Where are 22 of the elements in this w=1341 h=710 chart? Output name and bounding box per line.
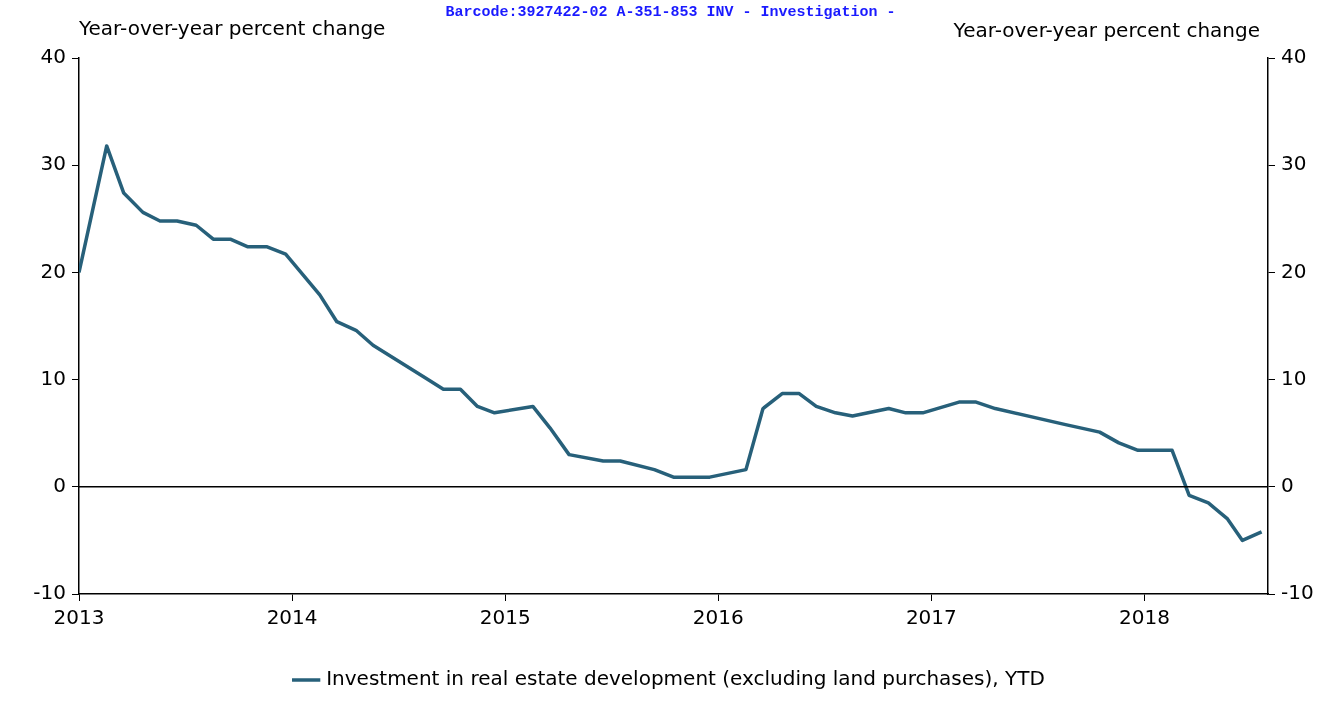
y-tick-label: 0 [53,473,66,497]
legend-label: Investment in real estate development (excluding land purchases), YTD [326,666,1045,691]
y2-tick-label: -10 [1281,580,1314,605]
y-tick-label: 20 [40,258,66,283]
y-tick-label: 10 [40,365,66,390]
y-tick-label: -10 [33,580,66,605]
text: Barcode:3927422-02 A-351-853 INV - Investigation - [445,4,896,21]
x-tick-label: 2016 [692,605,744,630]
y-tick-label: 30 [40,151,66,176]
y2-tick-label: 40 [1281,44,1307,69]
y-axis-title: Year-over-year percent change [79,16,386,40]
y2-axis-title: Year-over-year percent change [953,18,1260,42]
x-tick-label: 2018 [1118,605,1170,630]
y2-tick-label: 30 [1281,151,1307,176]
y-tick-label: 40 [40,44,66,69]
x-tick-label: 2014 [266,605,318,630]
y2-tick-label: 20 [1281,258,1307,283]
y2-tick-label: 10 [1281,365,1307,390]
x-tick-label: 2017 [905,605,957,630]
x-tick-label: 2015 [479,605,531,630]
y2-tick-label: 0 [1281,473,1294,497]
x-tick-label: 2013 [53,605,105,630]
